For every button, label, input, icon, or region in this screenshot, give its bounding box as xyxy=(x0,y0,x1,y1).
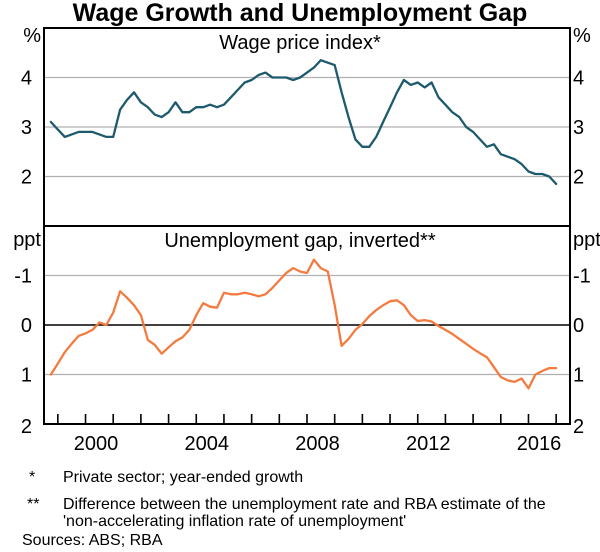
footnote-2-text-line2: 'non-accelerating inflation rate of unem… xyxy=(63,513,407,530)
bottom-panel-frame xyxy=(43,225,571,425)
wpi-line xyxy=(49,59,558,186)
x-axis-year-label: 2008 xyxy=(295,433,340,455)
y-axis-label-right: 4 xyxy=(573,68,584,90)
unit-label-ppt-left: ppt xyxy=(13,229,41,251)
top-panel-label: Wage price index* xyxy=(219,32,381,54)
x-axis-year-label: 2000 xyxy=(74,433,119,455)
unit-label-percent-left: % xyxy=(23,25,41,47)
footnote-2-marker: ** xyxy=(27,496,40,513)
unit-label-ppt-right: ppt xyxy=(573,229,600,251)
y-axis-label-left: 2 xyxy=(21,416,32,438)
y-axis-label-left: 3 xyxy=(21,117,32,139)
bottom-panel-label: Unemployment gap, inverted** xyxy=(164,230,436,252)
y-axis-label-left: 1 xyxy=(21,365,32,387)
unit-label-percent-right: % xyxy=(573,25,591,47)
footnote-1-marker: * xyxy=(29,469,36,486)
wage-growth-unemployment-chart: 2000 2004 2008 2012 2016 2 2 3 3 4 4 -1 -1 0 0 1 1 2 2% % pp… xyxy=(13,25,600,455)
x-axis-year-label: 2016 xyxy=(517,433,562,455)
y-axis-label-right: 2 xyxy=(573,416,584,438)
x-axis-year-label: 2004 xyxy=(185,433,230,455)
y-axis-label-left: 4 xyxy=(21,68,32,90)
y-axis-label-left: 2 xyxy=(21,167,32,189)
y-axis-label-right: 2 xyxy=(573,167,584,189)
footnote-1-text: Private sector; year-ended growth xyxy=(63,469,304,486)
y-axis-label-right: 3 xyxy=(573,117,584,139)
chart-title: Wage Growth and Unemployment Gap xyxy=(72,0,528,27)
footnote-2-text-line1: Difference between the unemployment rate… xyxy=(63,496,546,513)
y-axis-label-right: 0 xyxy=(573,315,584,337)
y-axis-label-left: 0 xyxy=(21,315,32,337)
sources-note: Sources: ABS; RBA xyxy=(22,532,163,549)
y-axis-label-right: 1 xyxy=(573,365,584,387)
y-axis-label-left: -1 xyxy=(14,266,32,288)
unemployment-gap-line xyxy=(49,258,558,390)
x-axis-year-label: 2012 xyxy=(406,433,451,455)
y-axis-label-right: -1 xyxy=(573,266,591,288)
